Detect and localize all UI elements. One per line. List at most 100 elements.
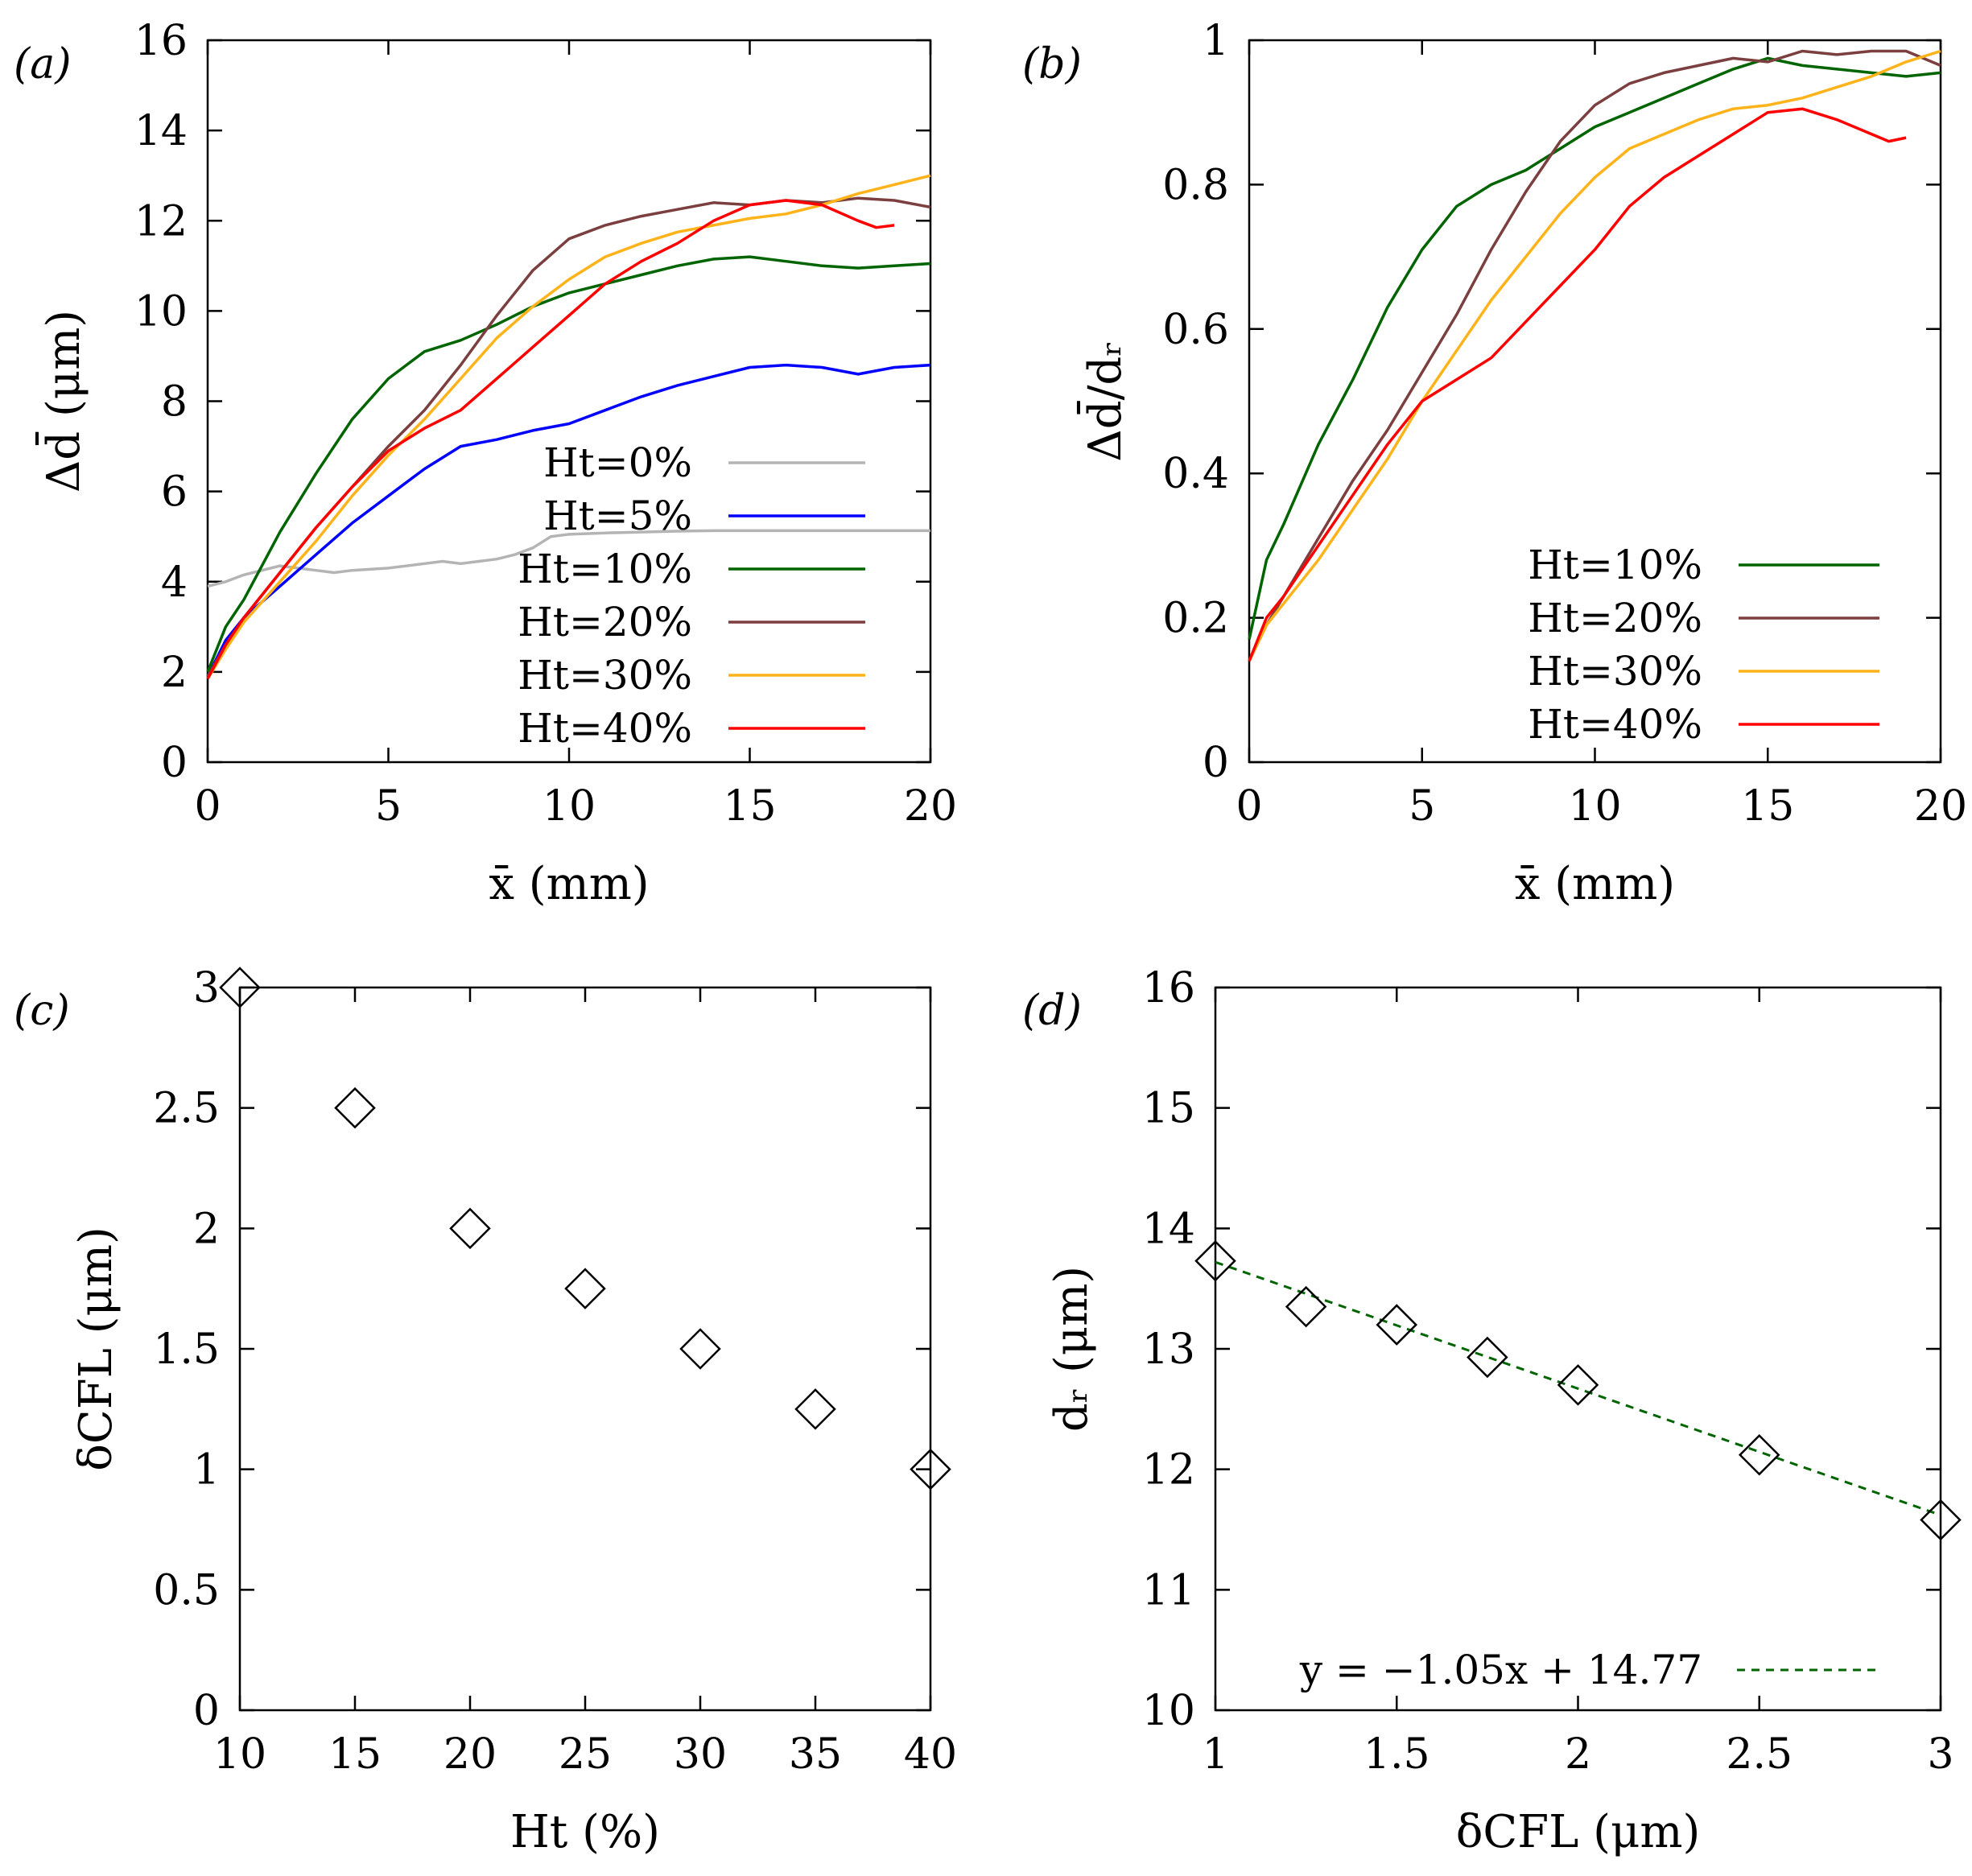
legend-label: Ht=10%: [1528, 542, 1702, 588]
y-tick-label: 4: [161, 559, 188, 607]
legend-label: Ht=40%: [1528, 701, 1702, 748]
y-tick-label: 0.8: [1162, 161, 1229, 209]
data-point-diamond: [1376, 1304, 1418, 1346]
y-tick-label: 11: [1142, 1566, 1195, 1614]
panel-label: (b): [1022, 40, 1082, 89]
panel-label: (c): [14, 987, 70, 1035]
legend-label: Ht=30%: [518, 652, 692, 699]
series-line-ht40: [1248, 107, 1907, 662]
x-axis-title: x̄ (mm): [1515, 858, 1675, 910]
panel-c-scatter-chart: 10 15 20 25 30 35 40 0 0.5 1 1.5 2 2.5 3 Ht (%) δCFL (μ…: [14, 964, 957, 1858]
x-axis-title: x̄ (mm): [489, 858, 649, 910]
series-line-ht30: [206, 174, 931, 680]
y-tick-label: 1.5: [153, 1326, 220, 1374]
x-tick-label: 0: [194, 782, 221, 831]
y-tick-label: 14: [134, 107, 188, 155]
legend-label: Ht=5%: [543, 493, 692, 539]
x-tick-label: 1.5: [1363, 1730, 1430, 1779]
legend-label: Ht=10%: [518, 546, 692, 592]
y-tick-label: 12: [1142, 1446, 1195, 1495]
x-tick-label: 20: [1914, 782, 1967, 831]
x-axis-title: δCFL (μm): [1456, 1806, 1701, 1858]
y-tick-label: 2.5: [153, 1085, 220, 1133]
fit-line: [1215, 1260, 1941, 1516]
plot-frame: [238, 986, 932, 1712]
y-tick-label: 3: [193, 964, 220, 1012]
x-tick-label: 5: [1409, 782, 1435, 831]
y-tick-label: 1: [1203, 17, 1229, 65]
x-tick-label: 20: [904, 782, 957, 831]
x-tick-label: 35: [789, 1730, 842, 1779]
data-point-diamond: [910, 1448, 951, 1490]
y-tick-label: 10: [134, 287, 188, 336]
y-tick-label: 2: [161, 649, 188, 697]
data-point-diamond: [1285, 1285, 1327, 1328]
y-tick-label: 0.6: [1162, 306, 1229, 354]
legend-label-fit: y = −1.05x + 14.77: [1299, 1647, 1702, 1693]
data-point-diamond: [564, 1268, 606, 1309]
x-tick-label: 5: [375, 782, 402, 831]
y-tick-label: 8: [161, 378, 188, 427]
legend-label: Ht=40%: [518, 705, 692, 752]
x-tick-label: 0: [1236, 782, 1262, 831]
series-line-ht10: [1248, 56, 1941, 640]
x-tick-label: 15: [328, 1730, 382, 1779]
legend-label: Ht=20%: [518, 599, 692, 645]
x-tick-label: 10: [1568, 782, 1621, 831]
x-tick-label: 20: [443, 1730, 497, 1779]
y-axis-title: Δd̄/dᵣ: [1076, 340, 1132, 461]
panel-label: (d): [1022, 987, 1082, 1035]
x-tick-label: 25: [559, 1730, 612, 1779]
data-point-diamond: [449, 1207, 491, 1250]
x-tick-label: 30: [674, 1730, 727, 1779]
y-tick-label: 0.4: [1162, 450, 1229, 498]
y-tick-label: 0: [161, 739, 188, 787]
data-point-diamond: [1738, 1433, 1780, 1476]
x-axis-title: Ht (%): [510, 1806, 660, 1858]
x-tick-label: 40: [904, 1730, 957, 1779]
legend-label: Ht=20%: [1528, 595, 1702, 641]
panel-b-line-chart: 0 5 10 15 20 0 0.2 0.4 0.6 0.8 1 x̄ (mm) Δd̄/dᵣ (b) Ht…: [1022, 17, 1967, 910]
panel-d-scatter-chart: 1 1.5 2 2.5 3 10 11 12 13 14 15 16 δCFL (μm) dᵣ (μm) (…: [1022, 964, 1962, 1858]
y-tick-label: 2: [193, 1205, 220, 1253]
y-tick-label: 6: [161, 468, 188, 517]
series-line-ht30: [1248, 49, 1941, 662]
y-tick-label: 1: [193, 1446, 220, 1495]
legend-label: Ht=30%: [1528, 648, 1702, 695]
data-point-diamond: [1557, 1364, 1599, 1406]
y-tick-label: 10: [1142, 1687, 1195, 1735]
data-point-diamond: [679, 1328, 721, 1370]
y-tick-label: 14: [1142, 1205, 1195, 1253]
x-tick-label: 15: [723, 782, 776, 831]
legend-label: Ht=0%: [543, 439, 692, 486]
data-point-diamond: [794, 1388, 836, 1430]
panel-label: (a): [14, 40, 72, 89]
x-tick-label: 3: [1927, 1730, 1953, 1779]
x-tick-label: 10: [213, 1730, 266, 1779]
series-line-ht20: [1248, 49, 1941, 662]
y-axis-title: δCFL (μm): [70, 1227, 122, 1471]
x-tick-label: 2: [1565, 1730, 1591, 1779]
series-line-ht5: [206, 363, 931, 678]
plot-frame: [1214, 986, 1942, 1712]
x-tick-label: 10: [543, 782, 596, 831]
data-point-diamond: [334, 1086, 376, 1129]
y-tick-label: 0: [1203, 739, 1229, 787]
data-point-diamond: [1467, 1336, 1508, 1379]
series-line-ht10: [206, 255, 931, 673]
y-tick-label: 0: [193, 1687, 220, 1735]
x-tick-label: 2.5: [1726, 1730, 1793, 1779]
x-tick-label: 15: [1741, 782, 1794, 831]
y-tick-label: 12: [134, 197, 188, 245]
y-tick-label: 0.5: [153, 1566, 220, 1614]
data-point-diamond: [219, 967, 261, 1008]
y-axis-title: dᵣ (μm): [1046, 1266, 1098, 1432]
y-axis-title: Δd̄ (μm): [35, 310, 90, 493]
y-tick-label: 13: [1142, 1326, 1195, 1374]
y-tick-label: 16: [134, 17, 188, 65]
data-point-diamond: [1194, 1239, 1236, 1282]
y-tick-label: 0.2: [1162, 595, 1229, 643]
series-line-ht40: [206, 199, 895, 680]
panel-a-line-chart: 0 5 10 15 20 0 2 4 6 8 10 12 14 16 x̄ (mm) Δd̄ (μm) (a) H…: [14, 17, 957, 910]
